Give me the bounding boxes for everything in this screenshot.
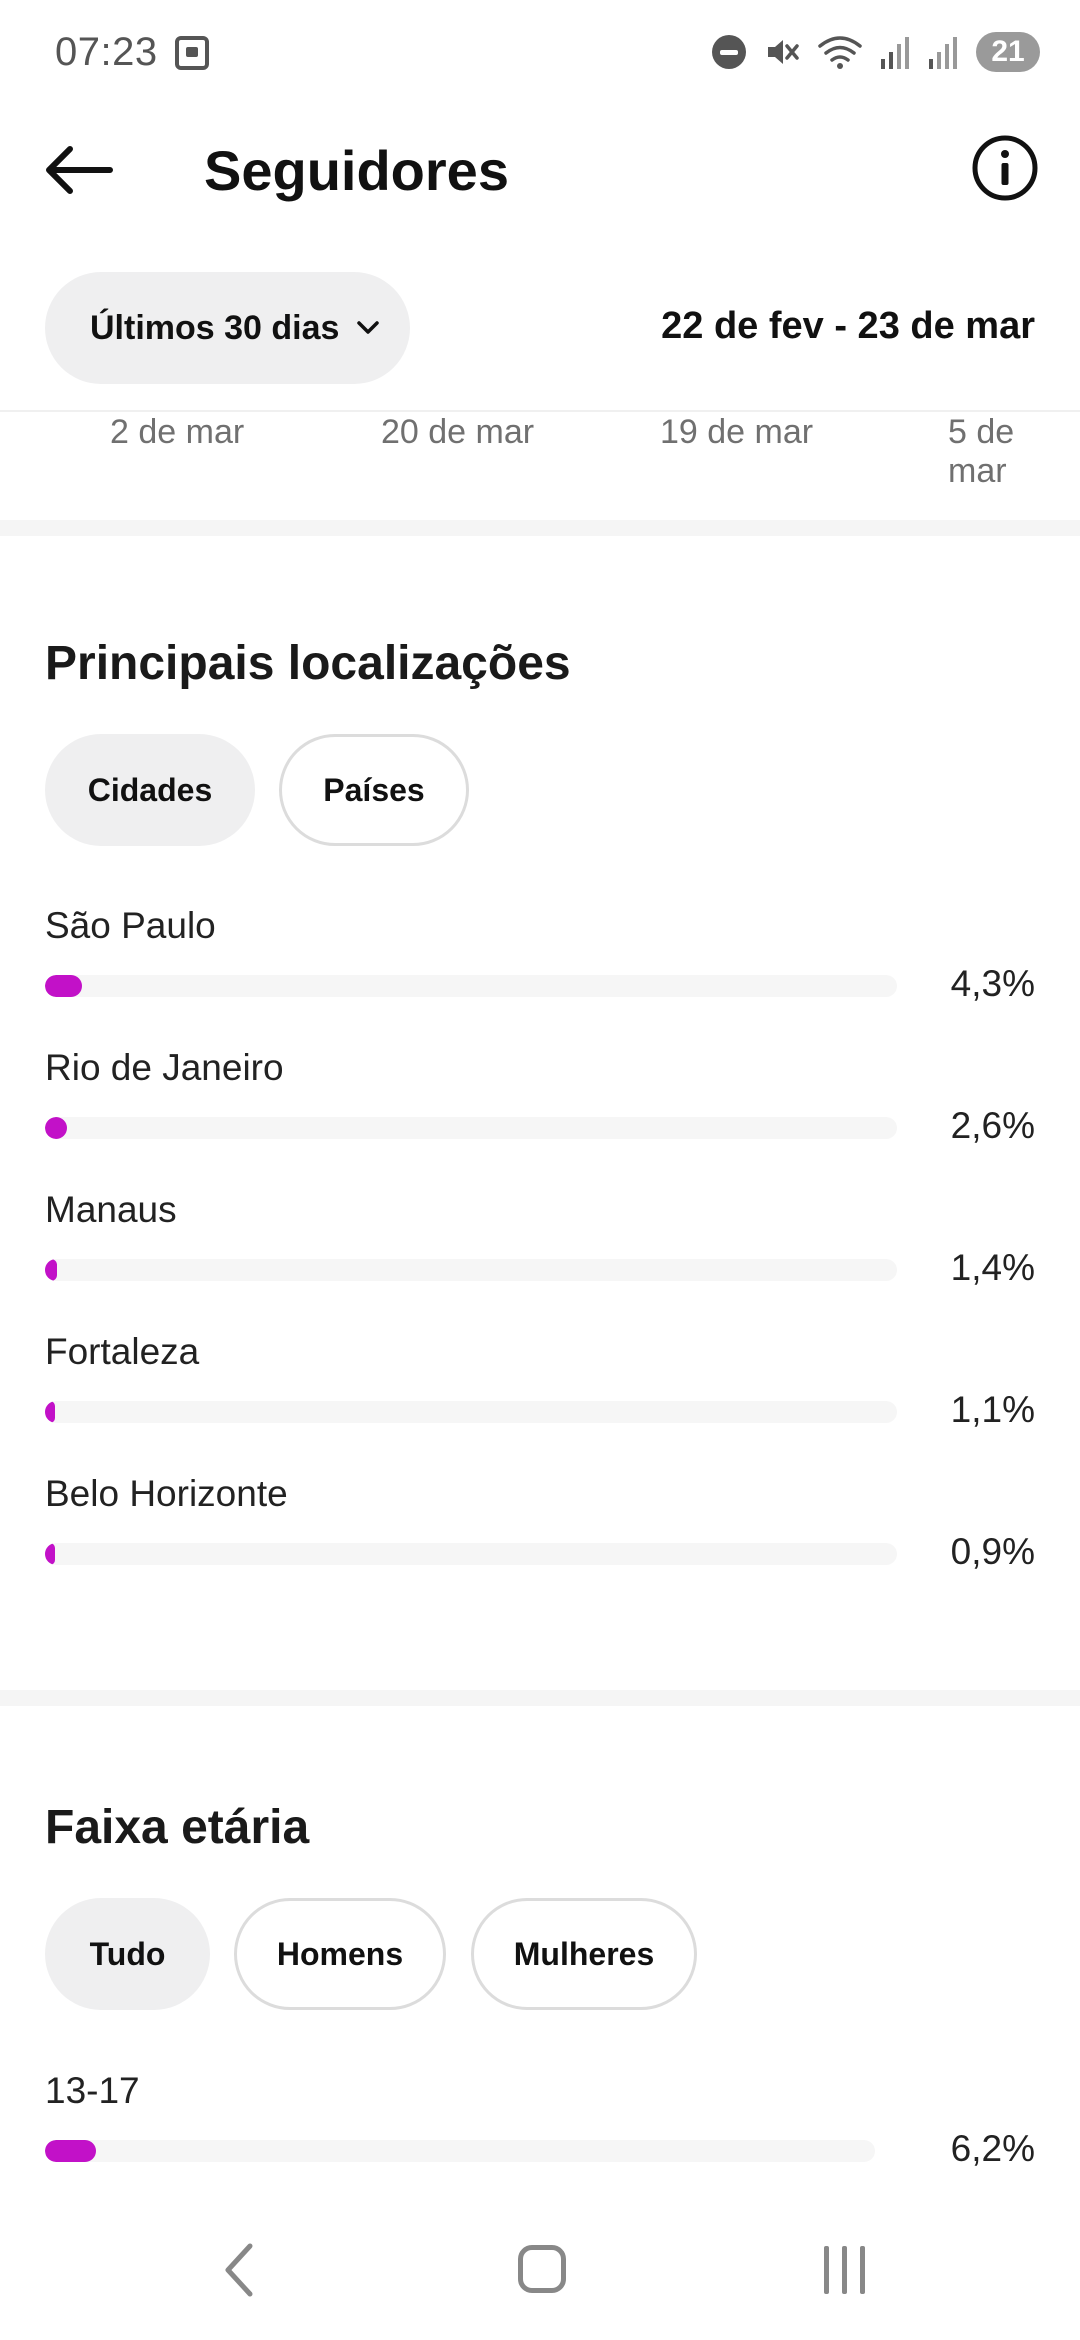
age-bar-track (45, 2140, 875, 2162)
location-row-label: Belo Horizonte (45, 1473, 288, 1514)
location-bar-track (45, 1401, 897, 1423)
tab-cities[interactable]: Cidades (45, 734, 255, 846)
tab-men[interactable]: Homens (234, 1898, 446, 2010)
nav-back-icon[interactable] (220, 2240, 260, 2300)
location-bar-fill (45, 1543, 55, 1565)
battery-badge: 21 (976, 32, 1040, 72)
location-row-value: 0,9% (950, 1531, 1035, 1572)
tab-women[interactable]: Mulheres (471, 1898, 697, 2010)
section-title-age: Faixa etária (45, 1801, 310, 1854)
location-bar-track (45, 1117, 897, 1139)
location-row-label: Rio de Janeiro (45, 1047, 284, 1088)
section-title-locations: Principais localizações (45, 637, 571, 690)
section-separator (0, 520, 1080, 536)
axis-label: 19 de mar (660, 413, 814, 451)
location-bar-track (45, 1543, 897, 1565)
status-time: 07:23 (55, 30, 158, 74)
chevron-down-icon (357, 321, 380, 334)
location-bar-fill (45, 1259, 57, 1281)
location-row-label: Manaus (45, 1189, 177, 1230)
divider (0, 410, 1080, 412)
date-filter-dropdown[interactable]: Últimos 30 dias (45, 272, 410, 384)
nav-recent-apps-icon[interactable] (820, 2242, 870, 2298)
page-title: Seguidores (204, 139, 509, 202)
axis-label: 5 de mar (948, 413, 1015, 490)
do-not-disturb-icon (712, 35, 746, 69)
age-row-value: 6,2% (950, 2128, 1035, 2169)
location-bar-fill (45, 1117, 68, 1139)
location-row-value: 1,4% (950, 1247, 1035, 1288)
mute-icon (768, 40, 799, 64)
location-row-value: 4,3% (950, 963, 1035, 1004)
section-separator (0, 1690, 1080, 1706)
axis-label: 2 de mar (110, 413, 245, 451)
tab-all[interactable]: Tudo (45, 1898, 210, 2010)
location-row-label: São Paulo (45, 905, 216, 946)
location-row-value: 1,1% (950, 1389, 1035, 1430)
location-bar-fill (45, 1401, 55, 1423)
date-range: 22 de fev - 23 de mar (661, 305, 1035, 347)
arrow-left-icon[interactable] (40, 140, 120, 200)
screenshot-icon (175, 36, 209, 70)
info-circle-icon[interactable] (970, 133, 1040, 203)
age-row-label: 13-17 (45, 2070, 140, 2111)
date-filter-label: Últimos 30 dias (90, 308, 340, 347)
signal-icon (881, 37, 909, 69)
axis-label: 20 de mar (381, 413, 535, 451)
location-bar-track (45, 975, 897, 997)
location-bar-fill (45, 975, 82, 997)
location-row-value: 2,6% (950, 1105, 1035, 1146)
nav-home-icon[interactable] (518, 2245, 566, 2293)
wifi-icon (818, 36, 862, 69)
location-bar-track (45, 1259, 897, 1281)
tab-countries[interactable]: Países (279, 734, 469, 846)
location-row-label: Fortaleza (45, 1331, 200, 1372)
status-icons: 21 (712, 32, 1040, 72)
signal-icon (929, 37, 957, 69)
age-bar-fill (45, 2140, 97, 2162)
